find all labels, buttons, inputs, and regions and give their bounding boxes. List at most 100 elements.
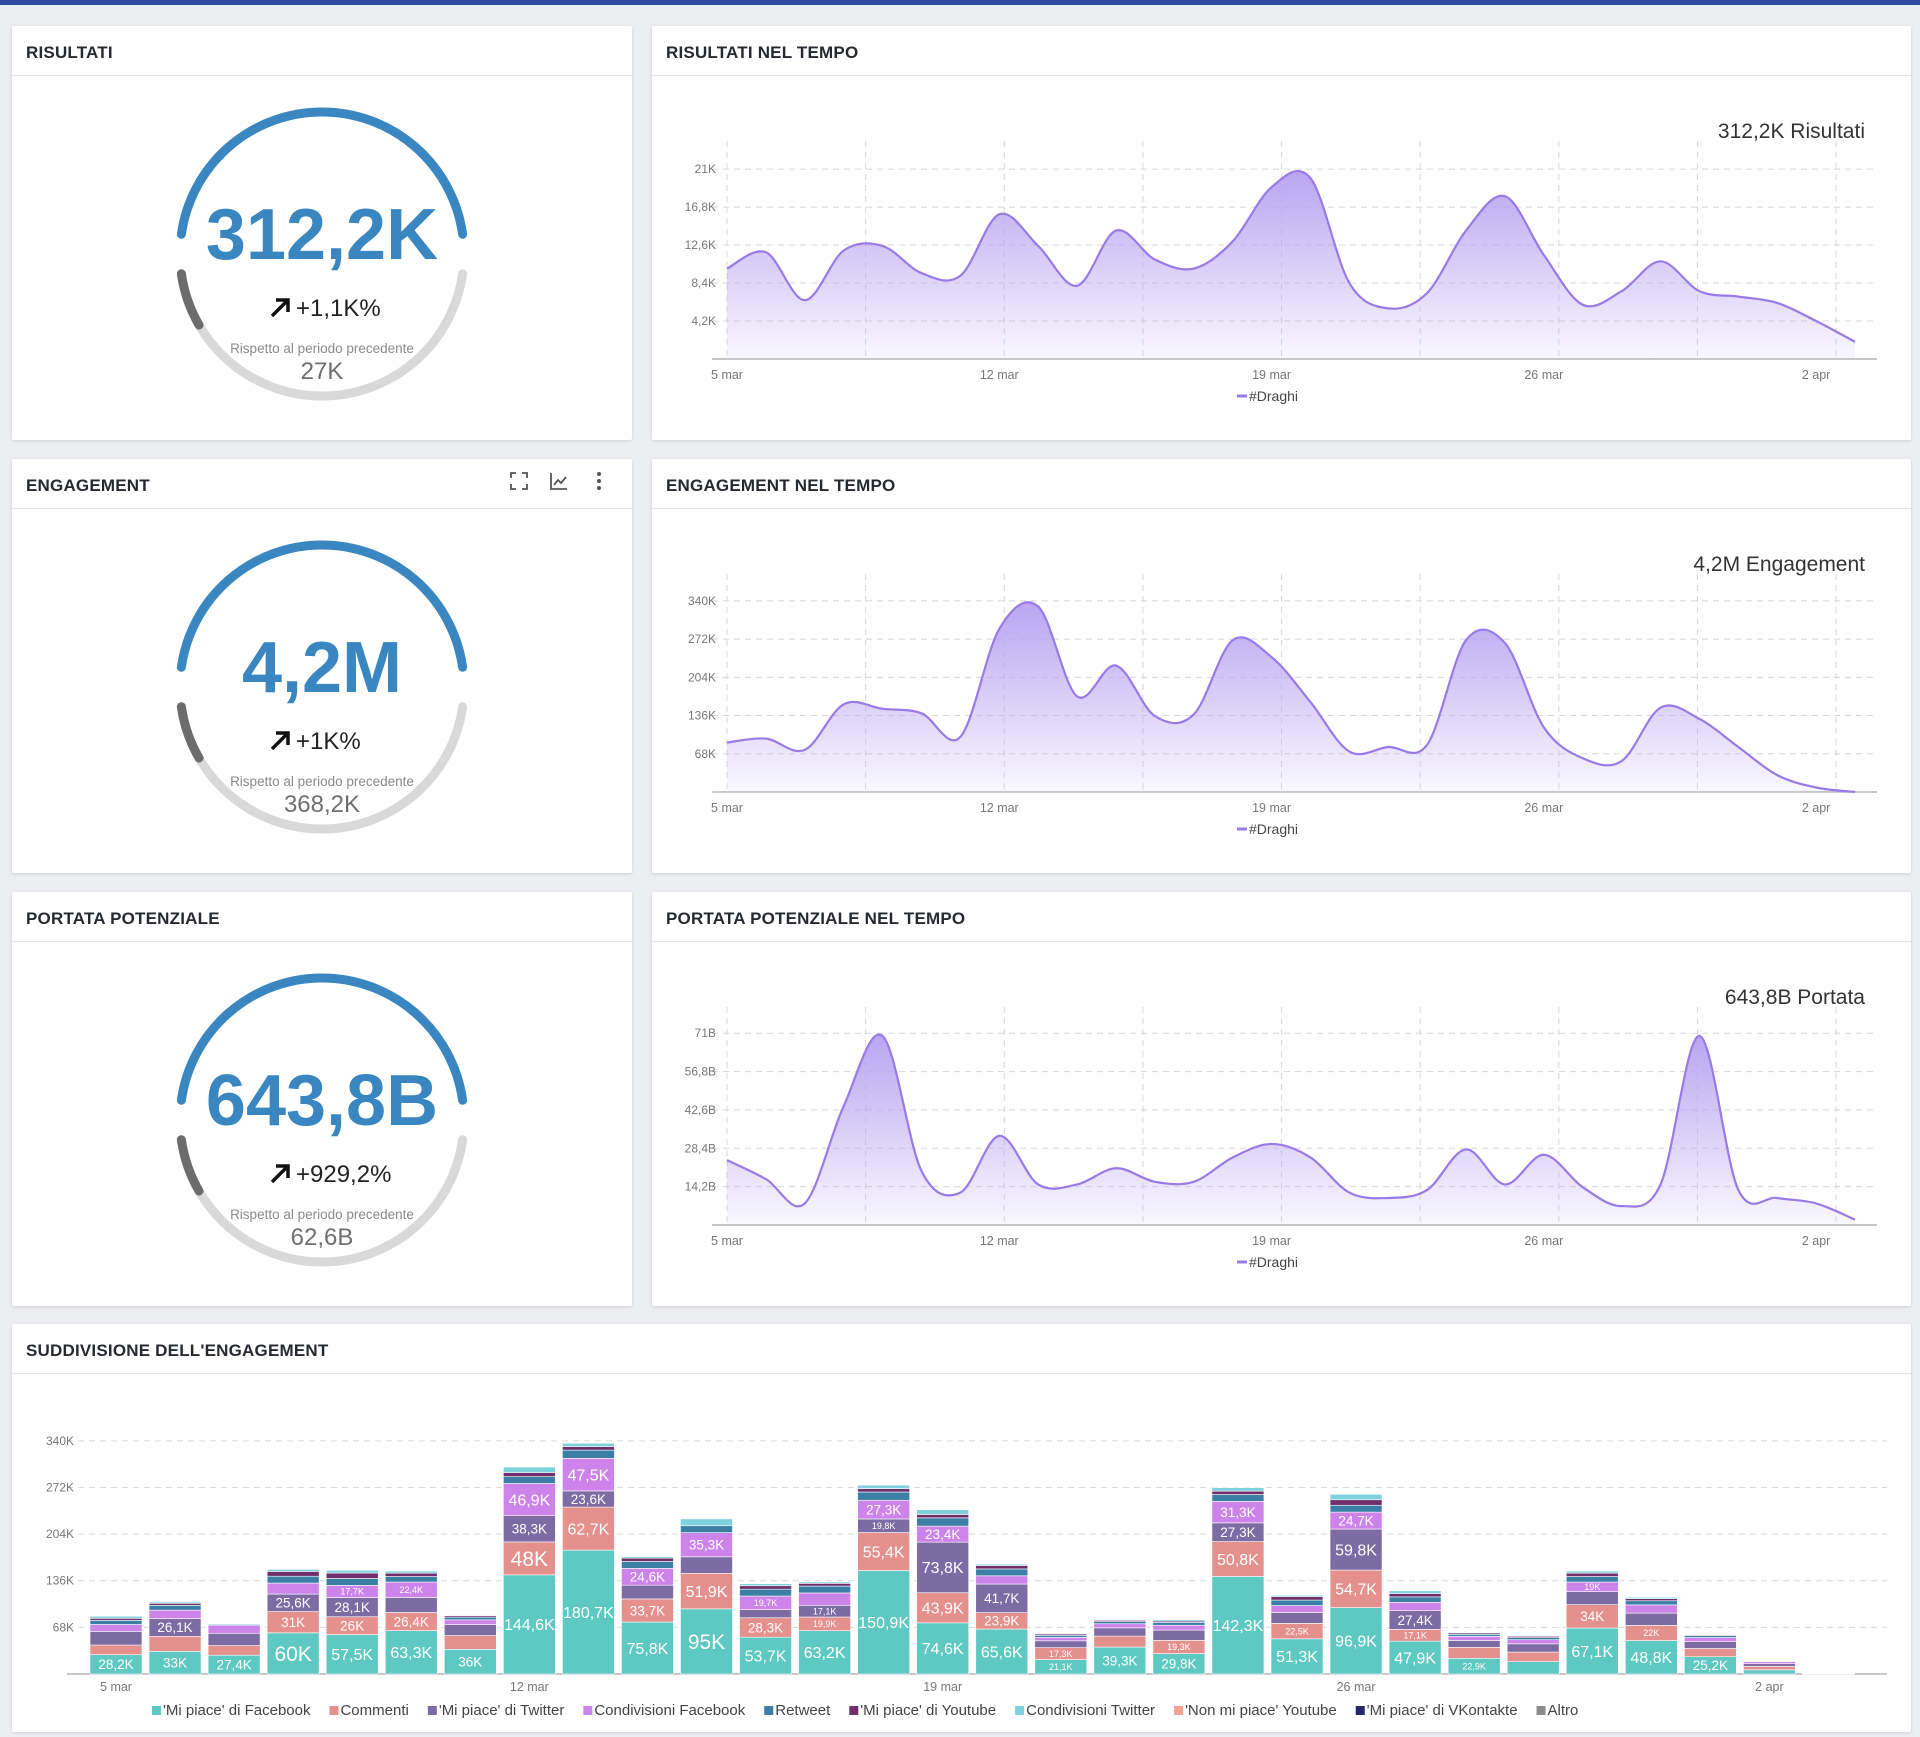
arrow-path: [270, 731, 290, 751]
bar-segment: [1565, 1570, 1619, 1574]
bar-segment: [384, 1597, 438, 1613]
kpi-change: +1K%: [296, 728, 361, 755]
bar-segment: [680, 1572, 733, 1610]
bar-segment-label: 33K: [163, 1656, 187, 1671]
bar-segment-label: 39,3K: [1102, 1653, 1137, 1668]
bar-segment: [1506, 1651, 1560, 1662]
bar-segment: [1684, 1648, 1737, 1658]
bar-segment-label: 63,2K: [804, 1645, 846, 1662]
y-tick-label: 8,4K: [691, 276, 716, 290]
bar-segment: [266, 1575, 320, 1584]
bar-segment: [739, 1636, 792, 1675]
bar-segment: [1152, 1629, 1206, 1641]
bar-segment: [1684, 1633, 1737, 1636]
card-title-text: ENGAGEMENT: [26, 476, 150, 495]
bar-segment-label: 31K: [281, 1615, 305, 1630]
area-chart: 312,2K Risultati 21K 16,8K 12,6K 8,4K 4,2K 5 m…: [685, 120, 1877, 404]
bar-segment: [207, 1632, 261, 1646]
y-tick-label: 272K: [688, 632, 716, 646]
bar-segment: [503, 1472, 556, 1477]
arrow-path: [270, 1164, 290, 1184]
x-tick-label: 5 mar: [100, 1680, 132, 1694]
chart-total: 4,2M Engagement: [1693, 553, 1865, 576]
bar-segment: [1684, 1635, 1737, 1638]
bar-segment-label: 17,3K: [1049, 1649, 1073, 1659]
kpi-compare-label: Rispetto al periodo precedente: [230, 1207, 414, 1222]
engagement-breakdown-card: SUDDIVISIONE DELL'ENGAGEMENT 340K 272K 204…: [12, 1324, 1911, 1732]
line-chart-icon[interactable]: [548, 470, 570, 492]
legend-swatch: [764, 1706, 774, 1715]
bar-segment: [503, 1483, 556, 1516]
gauge-previous-marker: [176, 269, 204, 330]
kpi-card-engagement: ENGAGEMENT 4,2M +1K% Rispetto al periodo p…: [12, 459, 632, 873]
legend-swatch: [1355, 1706, 1365, 1715]
x-tick-label: 12 mar: [980, 368, 1019, 382]
x-tick-label: 19 mar: [1252, 368, 1291, 382]
bar-segment: [798, 1583, 851, 1587]
bar-segment-label: 24,7K: [1338, 1513, 1373, 1528]
timeline-card-risultati: RISULTATI NEL TEMPO 312,2K Risultati 21K 1…: [652, 26, 1911, 440]
bar-segment: [325, 1578, 379, 1586]
bar-segment-label: 23,6K: [571, 1492, 606, 1507]
bar-segment-label: 43,9K: [922, 1601, 964, 1618]
bar-segment: [680, 1518, 733, 1527]
bar-segment-label: 95K: [688, 1631, 725, 1654]
bar-segment-label: 73,8K: [922, 1560, 964, 1577]
bar-segment: [916, 1541, 970, 1594]
bar-segment: [1152, 1622, 1206, 1626]
bar-segment-label: 22,5K: [1285, 1626, 1309, 1636]
y-tick-label: 28,4B: [685, 1141, 716, 1155]
bar-segment: [384, 1572, 438, 1577]
bar-segment: [1270, 1605, 1324, 1613]
x-tick-label: 26 mar: [1524, 1234, 1563, 1248]
bar-segment: [325, 1634, 379, 1675]
legend-swatch: [849, 1706, 859, 1715]
bar-segment: [916, 1509, 970, 1515]
kpi-compare-label: Rispetto al periodo precedente: [230, 341, 414, 356]
bar-segment: [916, 1517, 970, 1527]
card-title: ENGAGEMENT: [12, 459, 632, 509]
bar-segment-label: 46,9K: [508, 1492, 550, 1509]
bar-segment-label: 96,9K: [1335, 1634, 1377, 1651]
bar-segment-label: 74,6K: [922, 1641, 964, 1658]
bar-segment-label: 51,9K: [686, 1584, 728, 1601]
bar-segment-label: 22,4K: [399, 1585, 423, 1595]
x-tick-label: 5 mar: [711, 368, 743, 382]
expand-icon[interactable]: [508, 470, 530, 492]
bar-segment: [857, 1484, 910, 1489]
kpi-change: +929,2%: [296, 1161, 391, 1188]
kpi-previous-value: 62,6B: [291, 1224, 354, 1251]
kpi-value: 643,8B: [206, 1061, 438, 1141]
kpi-change: +1,1K%: [296, 295, 381, 322]
kpi-gauge: 4,2M +1K% Rispetto al periodo precedente 36…: [176, 540, 468, 834]
more-vertical-icon[interactable]: [588, 470, 610, 492]
card-title: PORTATA POTENZIALE: [12, 892, 632, 942]
bar-segment-label: 53,7K: [745, 1648, 787, 1665]
bar-segment-label: 48K: [511, 1548, 548, 1571]
series-line: [726, 1033, 1856, 1221]
bar-segment: [562, 1446, 615, 1451]
legend-label: Commenti: [340, 1702, 408, 1719]
bar-segment: [266, 1571, 320, 1577]
bar-segment: [266, 1582, 320, 1595]
bar-segment-label: 28,1K: [335, 1600, 370, 1615]
bar-segment-label: 144,6K: [504, 1617, 555, 1634]
bar-segment: [1388, 1640, 1442, 1675]
kpi-value: 4,2M: [242, 628, 402, 708]
bar-segment-label: 33,7K: [630, 1603, 665, 1618]
bar-segment: [148, 1601, 202, 1604]
bar-segment-label: 47,9K: [1394, 1650, 1436, 1667]
bar-segment-label: 142,3K: [1213, 1618, 1264, 1635]
y-tick-label: 340K: [46, 1434, 74, 1448]
bar-segment: [1034, 1637, 1088, 1642]
bar-segment: [148, 1609, 202, 1619]
gauge-previous-arc: [176, 1135, 468, 1267]
bar-segment: [325, 1572, 379, 1579]
bar-segment: [975, 1568, 1029, 1577]
x-tick-label: 26 mar: [1337, 1680, 1376, 1694]
legend-swatch: [583, 1706, 593, 1715]
bar-segment: [89, 1615, 143, 1619]
x-tick-label: 12 mar: [510, 1680, 549, 1694]
x-tick-label: 19 mar: [1252, 801, 1291, 815]
x-tick-label: 5 mar: [711, 1234, 743, 1248]
